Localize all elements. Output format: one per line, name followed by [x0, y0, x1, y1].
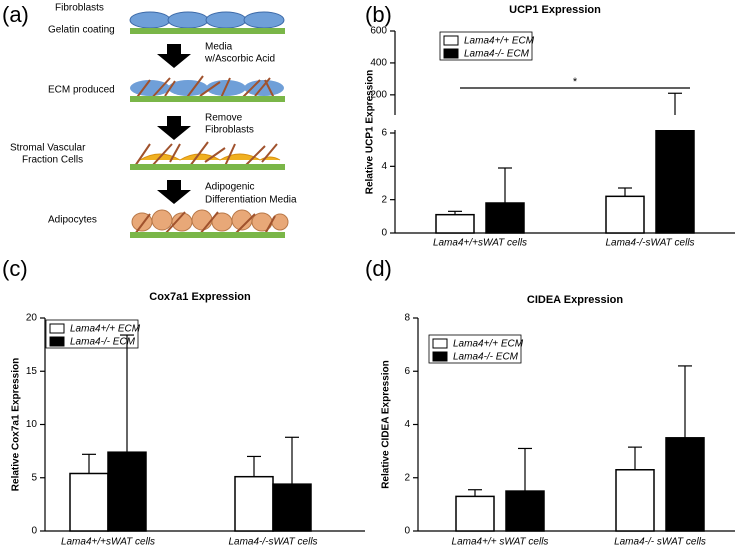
y-axis-label: Relative CIDEA Expression — [381, 360, 392, 489]
panel-label: (b) — [365, 2, 392, 27]
step-label: Adipogenic — [205, 182, 254, 193]
y-tick-label: 0 — [404, 526, 410, 537]
chart-title: Cox7a1 Expression — [149, 291, 251, 303]
y-tick-label: 2 — [404, 472, 410, 483]
y-axis-label: Relative UCP1 Expression — [365, 70, 376, 195]
diagram-label: Fraction Cells — [22, 155, 83, 166]
step-label: Media — [205, 42, 233, 53]
y-tick-label: 20 — [26, 313, 38, 324]
bar — [615, 469, 655, 532]
bar — [107, 451, 147, 532]
annotation: * — [573, 76, 578, 88]
adipocyte-layer — [130, 209, 289, 238]
bar — [234, 475, 274, 532]
bar — [665, 437, 705, 532]
legend-label: Lama4+/+ ECM — [464, 36, 535, 47]
fibroblast-layer — [129, 11, 285, 34]
chart-title: UCP1 Expression — [509, 4, 601, 16]
step-label: Fibroblasts — [205, 125, 254, 136]
bar — [69, 472, 109, 532]
ecm-layer — [130, 75, 285, 102]
x-tick-label: Lama4+/+sWAT cells — [61, 537, 155, 548]
axis-break — [389, 115, 735, 130]
legend-label: Lama4+/+ ECM — [70, 324, 141, 335]
chart-title: CIDEA Expression — [527, 294, 623, 306]
bar — [435, 213, 475, 234]
legend-swatch — [443, 35, 459, 46]
legend-label: Lama4-/- ECM — [453, 352, 519, 363]
bar — [505, 490, 545, 532]
y-tick-label: 4 — [404, 419, 410, 430]
bar — [605, 195, 645, 234]
diagram-label: Gelatin coating — [48, 25, 115, 36]
x-tick-label: Lama4+/+ sWAT cells — [452, 537, 549, 548]
x-tick-label: Lama4-/-sWAT cells — [228, 537, 317, 548]
legend-box — [45, 319, 139, 349]
y-tick-label: 6 — [404, 366, 410, 377]
x-tick-label: Lama4-/-sWAT cells — [605, 238, 694, 249]
svf-layer — [130, 141, 285, 170]
arrow — [157, 180, 191, 204]
y-tick-label: 2 — [381, 194, 387, 205]
y-tick-label: 8 — [404, 313, 410, 324]
arrow — [157, 44, 191, 68]
diagram: Fibroblasts Gelatin coating Media w/Asco… — [10, 3, 297, 238]
y-tick-label: 15 — [26, 366, 38, 377]
panel-label: (c) — [2, 256, 28, 281]
legend-swatch — [432, 338, 448, 349]
y-tick-label: 6 — [381, 128, 387, 139]
legend-box — [439, 31, 533, 61]
y-tick-label: 10 — [26, 419, 38, 430]
legend-swatch — [49, 336, 65, 347]
y-tick-label: 4 — [381, 161, 387, 172]
bar — [455, 495, 495, 532]
y-tick-label: 400 — [370, 58, 387, 69]
step-label: w/Ascorbic Acid — [204, 54, 275, 65]
step-label: Differentiation Media — [205, 195, 297, 206]
diagram-label: Adipocytes — [48, 215, 97, 226]
legend-label: Lama4-/- ECM — [70, 337, 136, 348]
legend-box — [428, 334, 522, 364]
diagram-label: Fibroblasts — [55, 3, 104, 14]
legend-label: Lama4+/+ ECM — [453, 339, 524, 350]
legend-swatch — [443, 48, 459, 59]
legend-label: Lama4-/- ECM — [464, 49, 530, 60]
y-tick-label: 0 — [381, 228, 387, 239]
diagram-label: Stromal Vascular — [10, 143, 86, 154]
bar — [485, 202, 525, 234]
panel-label: (a) — [2, 2, 29, 27]
arrow — [157, 116, 191, 140]
bar — [272, 483, 312, 532]
bar — [655, 115, 695, 234]
x-tick-label: Lama4-/- sWAT cells — [614, 537, 706, 548]
panel-label: (d) — [365, 256, 392, 281]
y-tick-label: 5 — [31, 472, 37, 483]
step-label: Remove — [205, 113, 243, 124]
legend-swatch — [432, 351, 448, 362]
y-tick-label: 0 — [31, 526, 37, 537]
diagram-label: ECM produced — [48, 85, 115, 96]
x-tick-label: Lama4+/+sWAT cells — [433, 238, 527, 249]
y-axis-label: Relative Cox7a1 Expression — [11, 358, 22, 491]
y-tick-label: 200 — [370, 89, 387, 100]
legend-swatch — [49, 323, 65, 334]
y-tick-label: 600 — [370, 26, 387, 37]
